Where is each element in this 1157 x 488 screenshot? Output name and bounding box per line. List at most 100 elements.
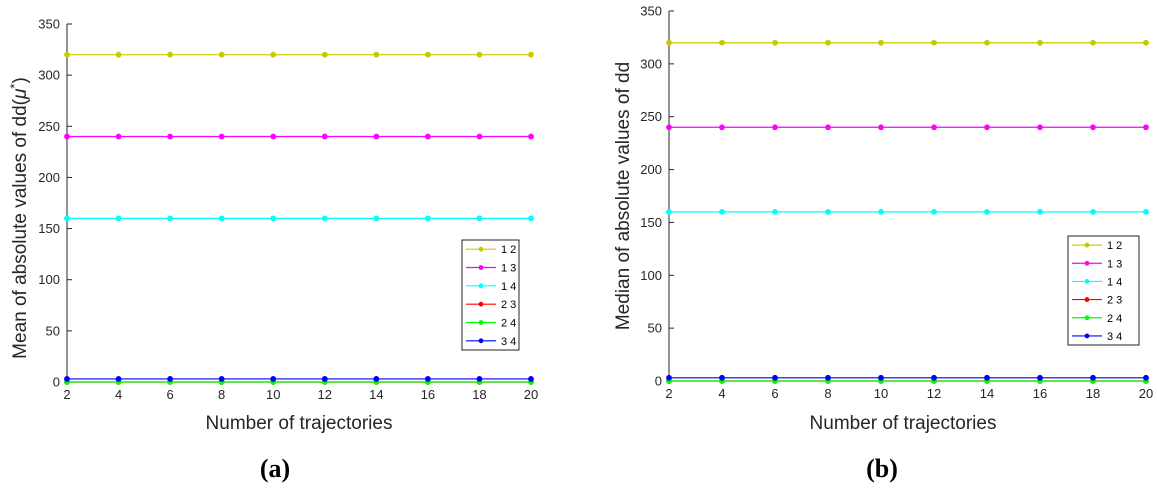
data-point [218,133,225,140]
y-tick-label: 50 [648,321,662,336]
data-point [270,51,277,58]
x-tick-label: 18 [472,387,486,402]
legend-box [1067,235,1140,346]
panel-b-caption: (b) [866,454,898,483]
panel-b-ylabel: Median of absolute values of dd [613,62,634,330]
data-point [424,133,431,140]
legend-label: 3 4 [501,336,516,348]
legend-swatch-marker [478,246,484,252]
data-point [772,39,778,46]
y-tick-label: 200 [38,170,60,185]
data-point [1090,208,1096,215]
legend-label: 1 4 [1107,276,1122,288]
data-point [984,208,990,215]
data-point [373,133,380,140]
data-point [218,376,225,382]
data-point [1090,374,1096,381]
y-tick-label: 100 [640,268,662,283]
y-tick-label: 250 [640,109,662,124]
data-point [424,215,431,222]
x-tick-label: 14 [980,386,994,401]
data-point [167,376,174,382]
data-point [528,215,534,222]
data-point [321,133,328,140]
legend-swatch-marker [1084,297,1090,302]
legend-label: 2 4 [501,318,516,330]
legend-label: 2 3 [1107,295,1122,307]
legend-swatch-marker [478,301,484,307]
legend-label: 1 2 [501,244,516,256]
y-tick-label: 0 [655,374,662,389]
x-tick-label: 20 [1139,386,1153,401]
data-point [476,215,483,222]
legend-label: 1 2 [1107,240,1122,252]
x-tick-label: 8 [218,387,225,402]
data-point [321,51,328,58]
data-point [115,51,122,58]
legend-swatch-marker [478,265,484,270]
data-point [476,133,483,140]
data-point [825,374,831,381]
data-point [476,51,483,58]
x-tick-label: 14 [369,387,383,402]
x-tick-label: 4 [115,387,122,402]
data-point [64,376,70,382]
data-point [825,208,831,215]
y-tick-label: 150 [38,221,60,236]
data-point [218,215,225,222]
panel-a-xlabel: Number of trajectories [206,413,393,434]
x-tick-label: 12 [927,386,941,401]
data-point [321,215,328,222]
y-tick-label: 300 [38,68,60,83]
data-point [270,133,277,140]
data-point [528,133,534,140]
y-tick-label: 250 [38,119,60,134]
data-point [476,376,483,382]
legend-swatch-marker [1084,279,1090,284]
panel-a-caption: (a) [260,454,290,483]
data-point [772,124,778,131]
legend-label: 3 4 [1107,331,1122,343]
legend-label: 2 4 [1107,313,1122,325]
data-point [218,51,225,58]
x-tick-label: 8 [824,386,831,401]
data-point [424,51,431,58]
legend: 1 2 1 3 1 4 2 3 2 4 3 4 [1067,235,1140,346]
data-point [825,39,831,46]
data-point [1143,374,1149,381]
data-point [270,215,277,222]
x-tick-label: 2 [63,387,70,402]
y-tick-label: 300 [640,56,662,71]
data-point [984,124,990,131]
panel-b-xlabel: Number of trajectories [810,413,997,434]
legend-label: 1 3 [1107,258,1122,270]
data-point [878,124,884,131]
data-point [1090,124,1096,131]
data-point [878,374,884,381]
panel-a-ylabel-main: Mean of absolute values of dd( [10,98,31,359]
x-tick-label: 10 [266,387,280,402]
legend-swatch-marker [1084,333,1090,339]
data-point [1037,39,1043,46]
data-point [1037,208,1043,215]
panel-b-ylabel-main: Median of absolute values of dd [613,62,634,330]
data-point [666,374,672,381]
x-tick-label: 16 [1033,386,1047,401]
data-point [878,208,884,215]
data-point [878,39,884,46]
legend-label: 2 3 [501,299,516,311]
x-tick-label: 10 [874,386,888,401]
data-point [931,374,937,381]
x-tick-label: 20 [524,387,538,402]
data-point [984,39,990,46]
panel-a-ylabel-close: ) [10,77,31,83]
legend-swatch-marker [478,338,484,344]
data-point [1143,39,1149,46]
data-point [167,133,174,140]
data-point [719,39,725,46]
data-point [772,208,778,215]
